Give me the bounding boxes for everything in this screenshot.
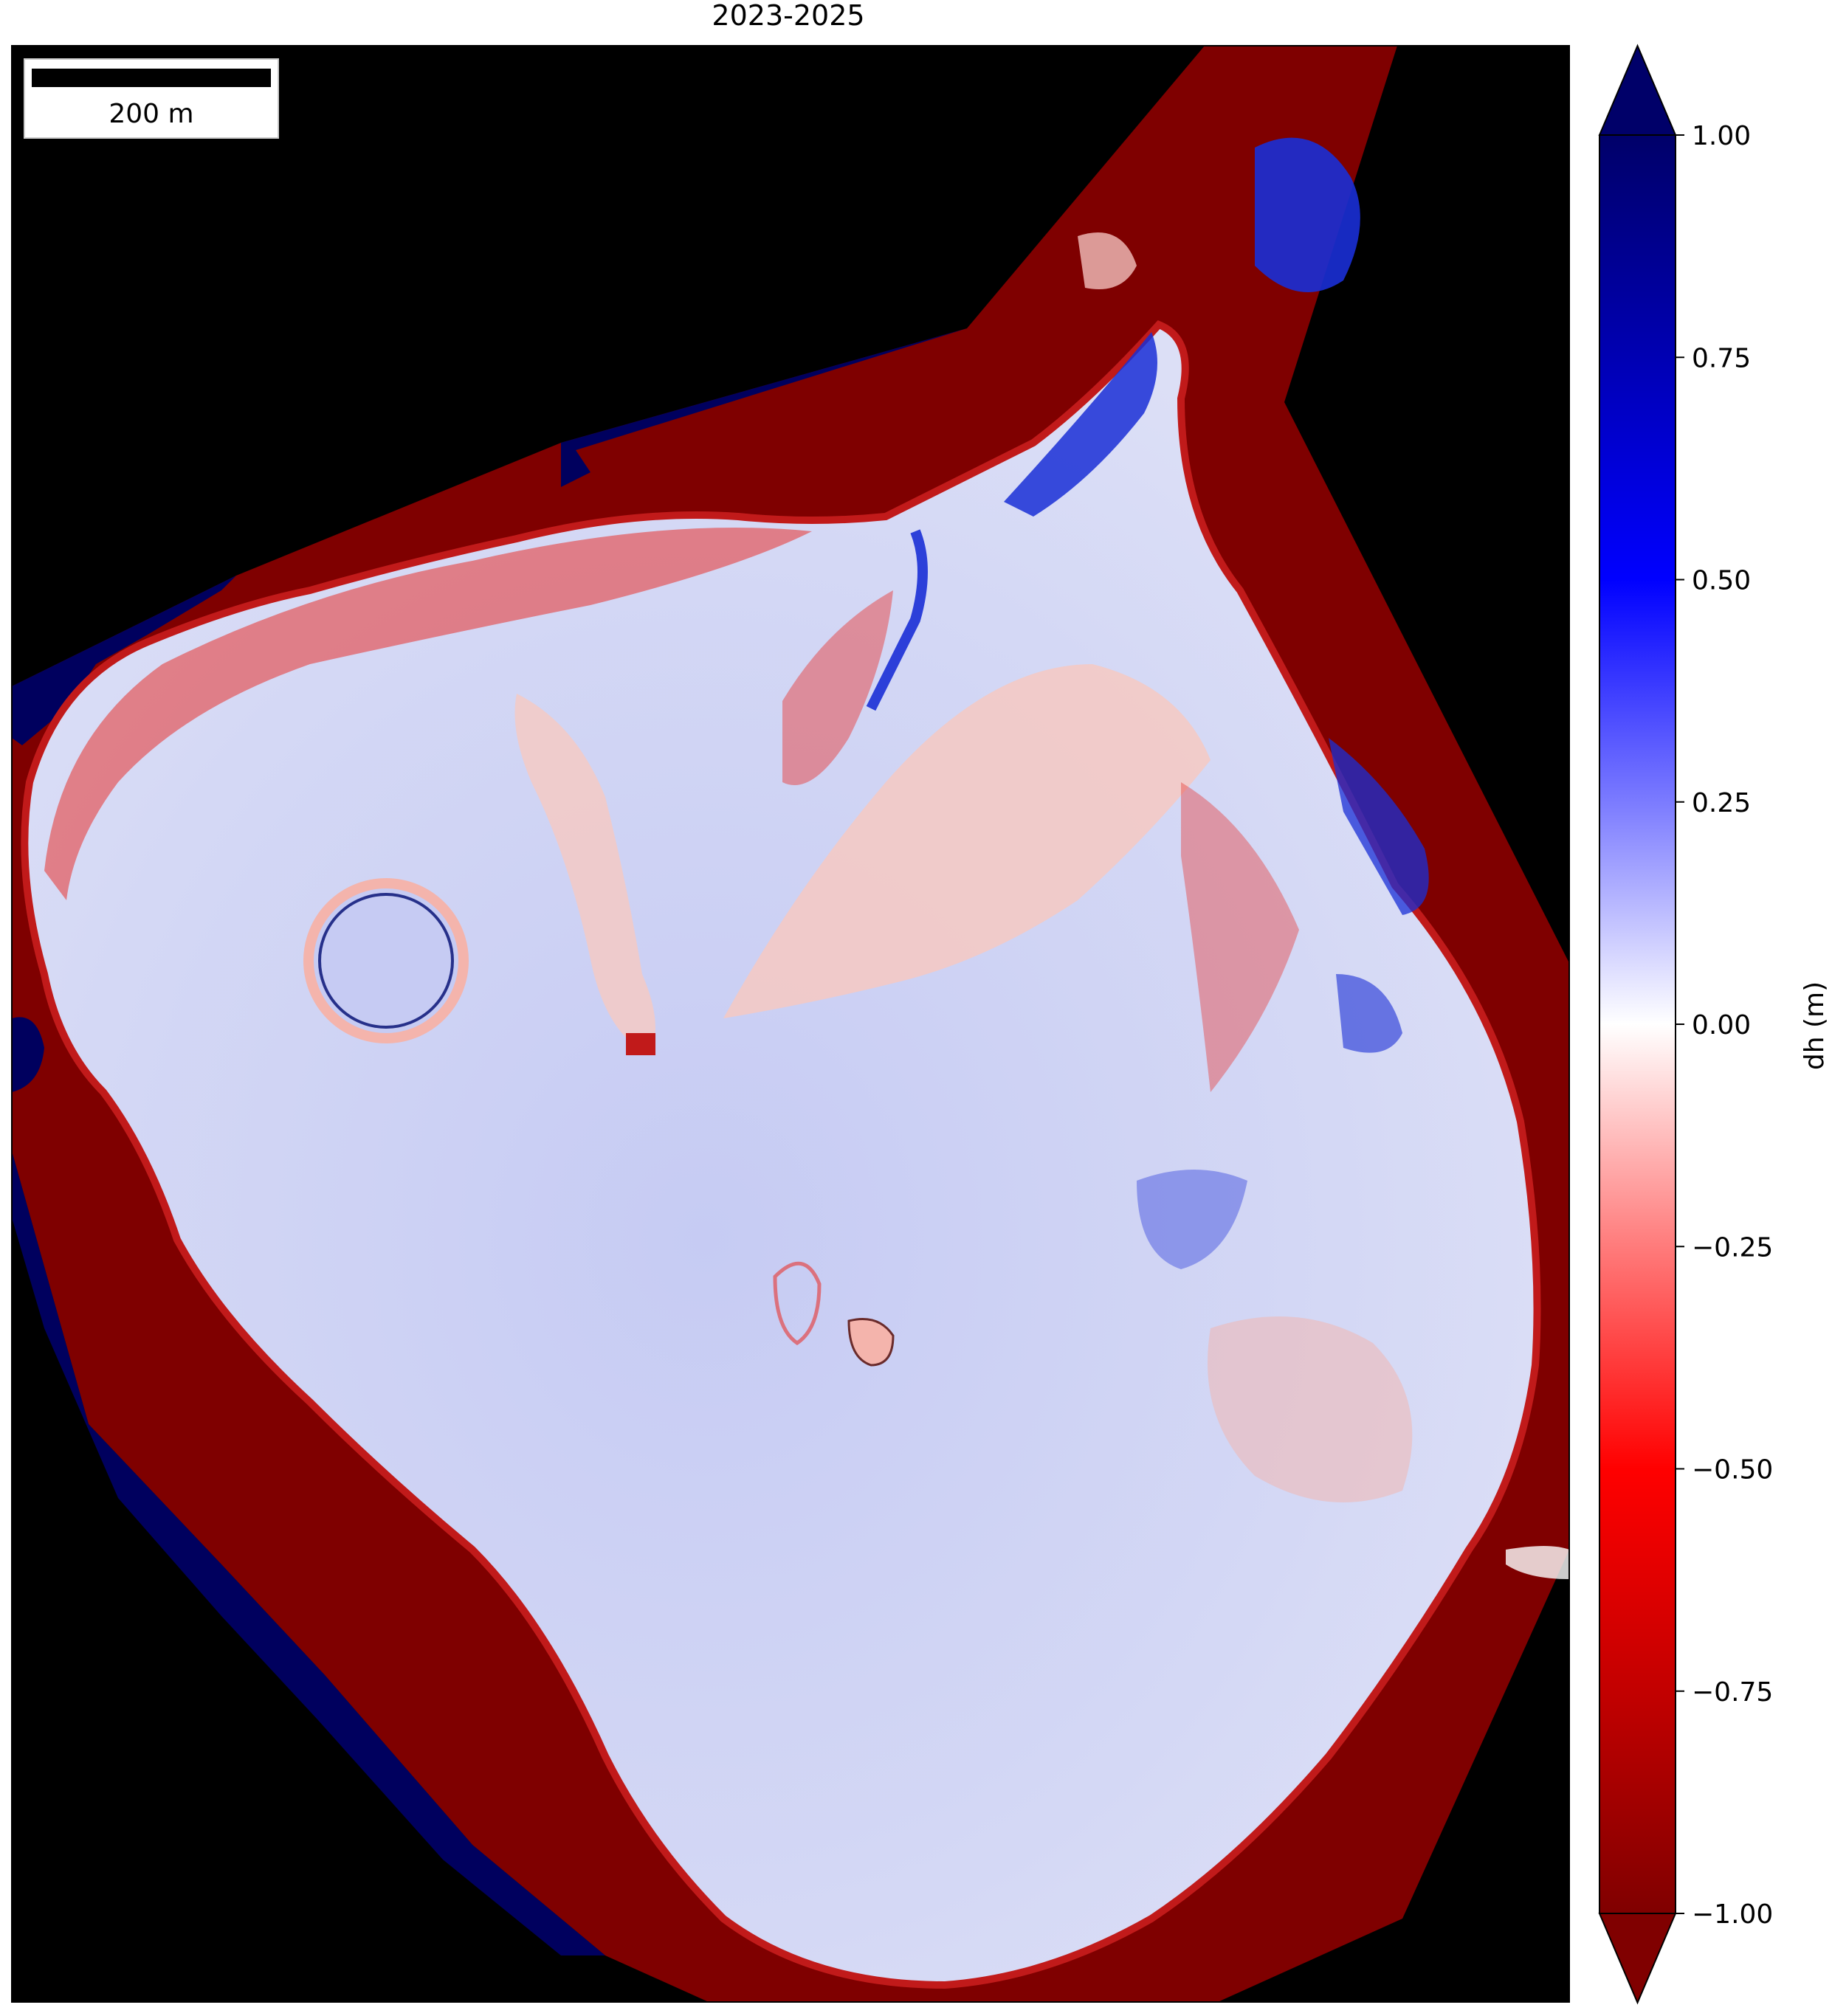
hull-white-streak	[1078, 232, 1137, 289]
map-frame	[11, 45, 1570, 2003]
red-zone-east-coast	[1208, 1316, 1413, 1502]
hull-blue-patch	[12, 1017, 44, 1092]
red-zone-gullies	[782, 590, 893, 785]
colorbar-gradient	[1599, 134, 1676, 1914]
colorbar-tick-label: −0.75	[1692, 1677, 1773, 1708]
colorbar-extend-min	[1598, 1913, 1677, 2005]
small-crater	[773, 1261, 822, 1346]
small-crater	[847, 1318, 895, 1367]
blue-zone-east-coast	[1329, 738, 1429, 915]
red-zone-east-gullies	[1181, 782, 1299, 1092]
colorbar-tick-label: −0.50	[1692, 1455, 1773, 1485]
colorbar-label: dh (m)	[1800, 981, 1830, 1070]
red-zone-valley	[514, 694, 655, 1055]
colorbar-tick-label: −1.00	[1692, 1899, 1773, 1930]
map-panel	[12, 46, 1569, 2002]
colorbar-ticks: 1.00 0.75 0.50 0.25 0.00 −0.25 −0.50 −0.75 −1.00	[1676, 121, 1773, 1930]
blue-zone-southeast-depression	[1137, 1170, 1247, 1269]
red-spot	[626, 1033, 655, 1055]
colorbar-extend-max	[1598, 44, 1677, 136]
colorbar-tick-label: 0.00	[1692, 1010, 1751, 1040]
colorbar-tick-label: 0.50	[1692, 566, 1751, 596]
blue-zone-north-spit	[1004, 332, 1157, 517]
colorbar-tick-label: 0.75	[1692, 343, 1751, 373]
hull-white-streak	[1506, 1546, 1569, 1579]
scale-bar: 200 m	[24, 58, 279, 139]
colorbar-tick-label: −0.25	[1692, 1232, 1773, 1263]
colorbar: 1.00 0.75 0.50 0.25 0.00 −0.25 −0.50 −0.75 −1.00…	[1598, 44, 1830, 2005]
colorbar-tick-label: 0.25	[1692, 788, 1751, 818]
map-title: 2023-2025	[712, 0, 864, 32]
colorbar-tick-label: 1.00	[1692, 121, 1751, 151]
blue-zone-channel	[866, 529, 928, 711]
blue-zone-east-patch	[1336, 974, 1402, 1053]
red-zone-central	[723, 664, 1211, 1018]
red-zone-north-rim	[44, 528, 812, 900]
west-crater-rim	[318, 893, 454, 1029]
scale-bar-line	[32, 69, 271, 87]
west-crater	[303, 878, 469, 1043]
scale-bar-label: 200 m	[109, 99, 193, 129]
hull-blue-patch	[1255, 137, 1360, 292]
